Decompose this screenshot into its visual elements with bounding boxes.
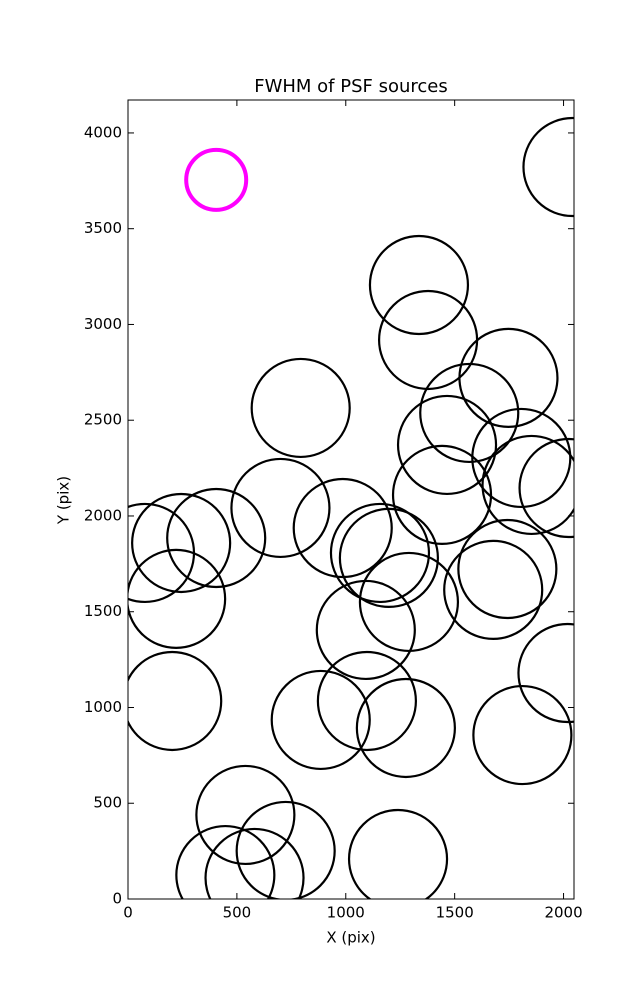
y-tick-label: 3000 bbox=[84, 315, 122, 333]
psf-source bbox=[457, 518, 558, 620]
psf-source bbox=[355, 677, 456, 779]
psf-source bbox=[347, 808, 449, 899]
psf-source bbox=[128, 548, 227, 649]
chart-title: FWHM of PSF sources bbox=[254, 76, 448, 97]
psf-source bbox=[472, 684, 573, 786]
x-axis-label: X (pix) bbox=[326, 929, 375, 947]
plot-frame bbox=[127, 99, 575, 900]
psf-source bbox=[396, 394, 498, 496]
psf-source bbox=[458, 327, 559, 428]
x-tick-label: 1000 bbox=[327, 904, 365, 922]
psf-source bbox=[128, 650, 223, 752]
psf-source bbox=[522, 116, 574, 218]
psf-source bbox=[368, 234, 470, 336]
psf-source bbox=[270, 669, 371, 771]
psf-source bbox=[419, 362, 520, 464]
y-tick-label: 2500 bbox=[84, 411, 122, 429]
reference-marker bbox=[184, 147, 249, 212]
psf-source bbox=[204, 827, 305, 899]
psf-source bbox=[443, 539, 544, 640]
psf-source bbox=[471, 407, 572, 509]
y-axis-label: Y (pix) bbox=[55, 476, 73, 525]
psf-source bbox=[481, 434, 574, 536]
psf-source bbox=[316, 650, 417, 752]
psf-source bbox=[230, 457, 331, 559]
psf-source bbox=[131, 492, 232, 594]
psf-source bbox=[235, 800, 336, 899]
x-tick-label: 2000 bbox=[544, 904, 582, 922]
psf-source bbox=[175, 824, 276, 899]
y-tick-label: 1500 bbox=[84, 602, 122, 620]
psf-source bbox=[518, 437, 574, 539]
x-tick-label: 500 bbox=[223, 904, 252, 922]
y-tick-label: 0 bbox=[112, 890, 122, 908]
y-tick-label: 1000 bbox=[84, 698, 122, 716]
psf-source bbox=[166, 487, 267, 589]
y-tick-label: 4000 bbox=[84, 123, 122, 141]
psf-source bbox=[338, 507, 439, 609]
psf-source bbox=[292, 477, 393, 579]
psf-source bbox=[517, 622, 574, 724]
psf-source bbox=[250, 357, 351, 459]
psf-source bbox=[391, 444, 493, 546]
psf-source bbox=[329, 502, 431, 604]
x-tick-label: 1500 bbox=[436, 904, 474, 922]
x-tick-label: 0 bbox=[123, 904, 133, 922]
psf-source bbox=[358, 551, 460, 653]
psf-source bbox=[195, 764, 296, 866]
plot-area bbox=[128, 116, 574, 899]
y-tick-label: 500 bbox=[93, 794, 122, 812]
y-tick-label: 2000 bbox=[84, 506, 122, 524]
y-tick-label: 3500 bbox=[84, 219, 122, 237]
psf-source bbox=[377, 289, 479, 391]
psf-source bbox=[315, 579, 416, 681]
